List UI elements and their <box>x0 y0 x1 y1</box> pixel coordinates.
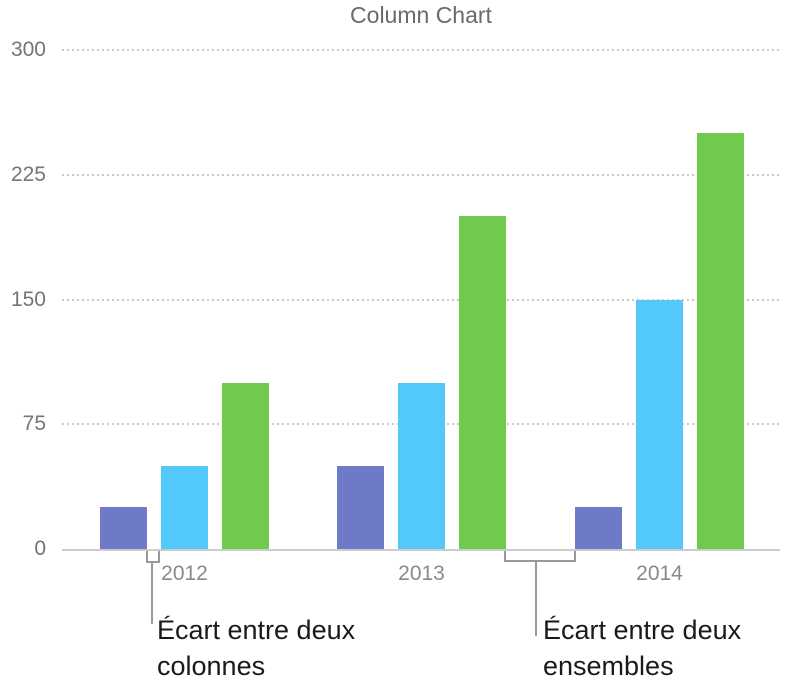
gridline-300 <box>62 49 780 51</box>
x-axis-line <box>62 549 780 551</box>
callout-column-gap-line2: colonnes <box>157 651 266 681</box>
callout-set-gap-line1: Écart entre deux <box>543 615 742 645</box>
bar-2013-series2 <box>398 382 445 549</box>
callout-set-gap: Écart entre deux ensembles <box>543 612 741 684</box>
bar-2014-series1 <box>575 507 622 549</box>
callout-column-gap: Écart entre deux colonnes <box>157 612 355 684</box>
bar-2013-series3 <box>459 216 506 549</box>
bar-2013-series1 <box>337 465 384 549</box>
set-gap-bracket <box>504 551 576 562</box>
x-axis-label-2014: 2014 <box>636 562 683 585</box>
x-axis-label-2012: 2012 <box>161 562 208 585</box>
bar-2014-series2 <box>636 299 683 549</box>
gridline-225 <box>62 173 780 176</box>
gridline-150 <box>62 298 780 301</box>
bar-2012-series3 <box>222 382 269 549</box>
callout-column-gap-line1: Écart entre deux <box>157 615 356 645</box>
chart-title: Column Chart <box>350 2 492 28</box>
column-gap-bracket <box>146 551 160 563</box>
column-gap-leader-line <box>151 561 153 624</box>
set-gap-leader-line <box>535 560 537 636</box>
bar-2014-series3 <box>697 133 744 549</box>
y-tick-label-300: 300 <box>10 38 46 61</box>
y-tick-label-0: 0 <box>34 537 46 560</box>
bar-2012-series1 <box>100 507 147 549</box>
x-axis-label-2013: 2013 <box>398 562 445 585</box>
y-tick-label-150: 150 <box>10 287 46 311</box>
bar-2012-series2 <box>161 465 208 549</box>
y-tick-label-75: 75 <box>22 412 46 436</box>
callout-set-gap-line2: ensembles <box>543 651 674 681</box>
y-tick-label-225: 225 <box>10 162 46 186</box>
